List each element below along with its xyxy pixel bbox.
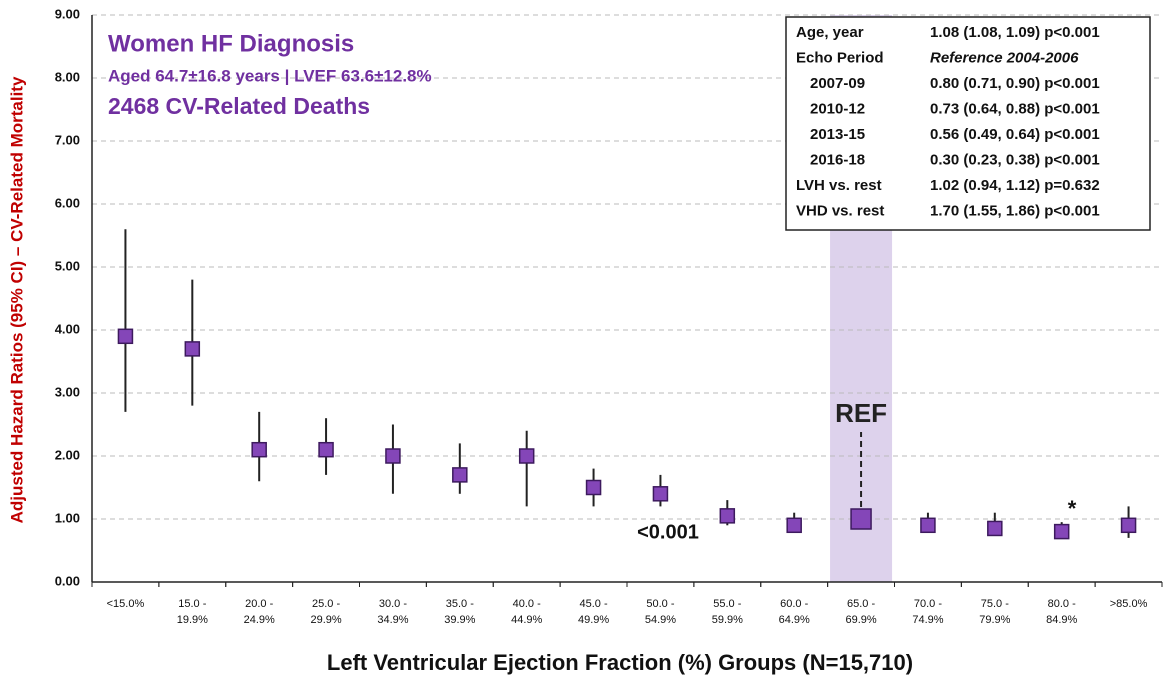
- hazard-ratio-marker: [987, 520, 1003, 537]
- table-label: 2007-09: [810, 75, 865, 92]
- table-value: 1.70 (1.55, 1.86) p<0.001: [930, 202, 1100, 219]
- table-value: 0.56 (0.49, 0.64) p<0.001: [930, 126, 1100, 143]
- table-label: 2016-18: [810, 151, 865, 168]
- hazard-ratio-marker: [652, 486, 669, 502]
- table-label: 2010-12: [810, 100, 865, 117]
- hazard-ratio-marker: [719, 508, 736, 524]
- reference-label: REF: [835, 398, 887, 428]
- x-tick-label: 70.0 - 74.9%: [912, 598, 944, 626]
- x-tick-label: 30.0 - 34.9%: [377, 598, 409, 626]
- table-label: Age, year: [796, 24, 864, 41]
- x-tick-label: 55.0 - 59.9%: [711, 598, 743, 626]
- table-value: 0.80 (0.71, 0.90) p<0.001: [930, 75, 1100, 92]
- y-axis-label: Adjusted Hazard Ratios (95% CI) – CV-Rel…: [7, 76, 26, 523]
- x-tick-label: 50.0 - 54.9%: [644, 598, 677, 626]
- table-value: 0.30 (0.23, 0.38) p<0.001: [930, 151, 1100, 168]
- x-tick-label: 25.0 - 29.9%: [310, 598, 342, 626]
- table-value: 1.08 (1.08, 1.09) p<0.001: [930, 24, 1100, 41]
- hazard-ratio-marker: [920, 517, 936, 534]
- x-tick-label: 20.0 - 24.9%: [243, 598, 275, 626]
- x-tick-label: 35.0 - 39.9%: [444, 598, 476, 626]
- hazard-ratio-marker: [1120, 517, 1137, 534]
- x-tick-label: <15.0%: [106, 598, 145, 610]
- y-tick-label: 6.00: [55, 195, 80, 210]
- results-table: [785, 16, 1151, 231]
- y-tick-label: 9.00: [55, 6, 80, 21]
- table-label: 2013-15: [810, 126, 865, 143]
- significance-star: *: [1068, 496, 1077, 521]
- x-tick-label: >85.0%: [1109, 598, 1148, 610]
- y-tick-label: 7.00: [55, 132, 80, 147]
- y-tick-label: 2.00: [55, 447, 80, 462]
- table-label: LVH vs. rest: [796, 177, 882, 194]
- x-tick-label: 65.0 - 69.9%: [845, 598, 877, 626]
- x-tick-label: 15.0 - 19.9%: [176, 598, 208, 626]
- chart-subtitle: Aged 64.7±16.8 years | LVEF 63.6±12.8%: [108, 66, 432, 85]
- table-label: Echo Period: [796, 49, 884, 66]
- table-label: VHD vs. rest: [796, 202, 884, 219]
- hazard-ratio-marker: [385, 448, 401, 464]
- chart-title: Women HF Diagnosis: [108, 30, 354, 57]
- hazard-ratio-marker: [585, 479, 602, 496]
- y-tick-label: 5.00: [55, 258, 80, 273]
- x-tick-label: 60.0 - 64.9%: [778, 598, 810, 626]
- y-tick-label: 3.00: [55, 384, 80, 399]
- table-value: 0.73 (0.64, 0.88) p<0.001: [930, 100, 1100, 117]
- hazard-ratio-marker: [318, 441, 334, 458]
- table-value: Reference 2004-2006: [930, 49, 1079, 66]
- y-tick-label: 1.00: [55, 510, 80, 525]
- table-value: 1.02 (0.94, 1.12) p=0.632: [930, 177, 1100, 194]
- hazard-ratio-marker: [184, 341, 201, 357]
- hazard-ratio-marker: [1053, 523, 1070, 540]
- p-value-note: <0.001: [637, 521, 699, 543]
- x-tick-label: 45.0 - 49.9%: [577, 598, 610, 626]
- x-tick-label: 75.0 - 79.9%: [979, 598, 1011, 626]
- y-tick-label: 4.00: [55, 321, 80, 336]
- hazard-ratio-marker: [117, 328, 134, 345]
- hazard-ratio-marker: [452, 467, 468, 483]
- x-tick-label: 80.0 - 84.9%: [1046, 598, 1078, 626]
- hazard-ratio-marker: [251, 441, 267, 458]
- y-tick-label: 8.00: [55, 69, 80, 84]
- x-axis-label: Left Ventricular Ejection Fraction (%) G…: [327, 650, 913, 675]
- hazard-ratio-marker: [850, 508, 872, 530]
- hazard-ratio-marker: [786, 517, 802, 534]
- deaths-note: 2468 CV-Related Deaths: [108, 93, 370, 119]
- hazard-ratio-marker: [518, 448, 535, 464]
- x-tick-label: 40.0 - 44.9%: [511, 598, 543, 626]
- y-tick-label: 0.00: [55, 573, 80, 588]
